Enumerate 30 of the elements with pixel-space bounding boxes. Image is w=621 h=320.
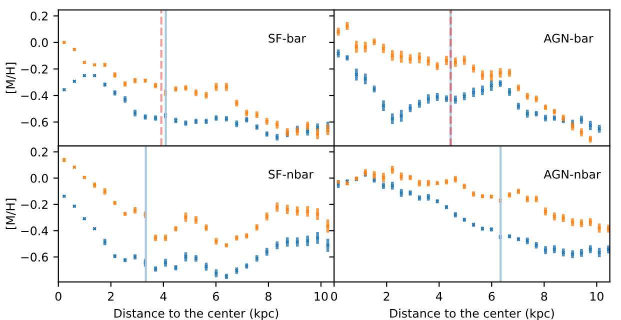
x-tick-label: 8: [541, 292, 548, 301]
annotation: SF-nbar: [268, 170, 314, 179]
y-tick-label: 0.2: [30, 148, 48, 156]
y-tick-label: −0.2: [21, 64, 48, 74]
x-tick-label: 4: [160, 292, 167, 301]
y-tick-label: −0.6: [21, 118, 48, 127]
y-tick-label: −0.4: [21, 226, 48, 236]
y-axis-title: [M/H]: [6, 198, 16, 230]
x-tick-label: 2: [384, 292, 390, 301]
x-tick-label: 10: [314, 292, 328, 301]
x-axis-title: Distance to the center (kpc): [390, 308, 554, 320]
y-tick-label: 0.0: [30, 174, 48, 183]
x-tick-label: 0: [55, 292, 62, 301]
annotation: AGN-bar: [544, 34, 594, 43]
x-tick-label: 8: [265, 292, 272, 301]
x-tick-label: 0: [331, 292, 338, 301]
annotation: SF-bar: [268, 34, 306, 43]
x-axis-title: Distance to the center (kpc): [114, 308, 278, 320]
y-tick-label: 0.0: [30, 38, 48, 48]
x-tick-label: 10: [590, 292, 604, 301]
y-axis-title: [M/H]: [6, 62, 16, 94]
x-tick-label: 4: [436, 292, 442, 301]
x-tick-label: 6: [488, 292, 495, 301]
y-tick-label: −0.6: [21, 252, 48, 262]
y-tick-label: −0.4: [21, 91, 48, 100]
y-tick-label: −0.2: [21, 200, 48, 210]
annotation: AGN-nbar: [544, 170, 601, 179]
x-tick-label: 6: [213, 292, 219, 301]
y-tick-label: 0.2: [30, 12, 48, 21]
x-tick-label: 2: [108, 292, 114, 301]
